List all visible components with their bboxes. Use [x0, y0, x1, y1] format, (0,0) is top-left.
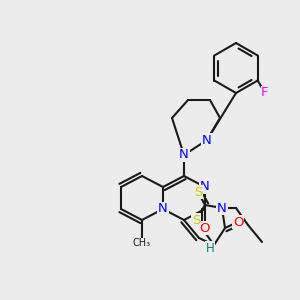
Text: F: F — [261, 86, 269, 100]
Text: S: S — [194, 185, 202, 199]
Text: O: O — [200, 221, 210, 235]
Text: CH₃: CH₃ — [133, 238, 151, 248]
Text: S: S — [192, 214, 200, 226]
Text: N: N — [217, 202, 227, 214]
Text: N: N — [200, 181, 210, 194]
Text: N: N — [179, 148, 189, 161]
Text: O: O — [233, 215, 243, 229]
Text: H: H — [206, 242, 214, 254]
Text: N: N — [158, 202, 168, 215]
Text: N: N — [202, 134, 212, 146]
